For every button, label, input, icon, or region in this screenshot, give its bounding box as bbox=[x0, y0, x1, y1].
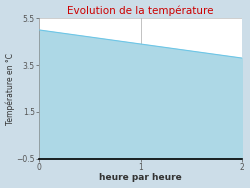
Y-axis label: Température en °C: Température en °C bbox=[6, 53, 15, 125]
X-axis label: heure par heure: heure par heure bbox=[99, 174, 182, 182]
Title: Evolution de la température: Evolution de la température bbox=[67, 6, 214, 16]
